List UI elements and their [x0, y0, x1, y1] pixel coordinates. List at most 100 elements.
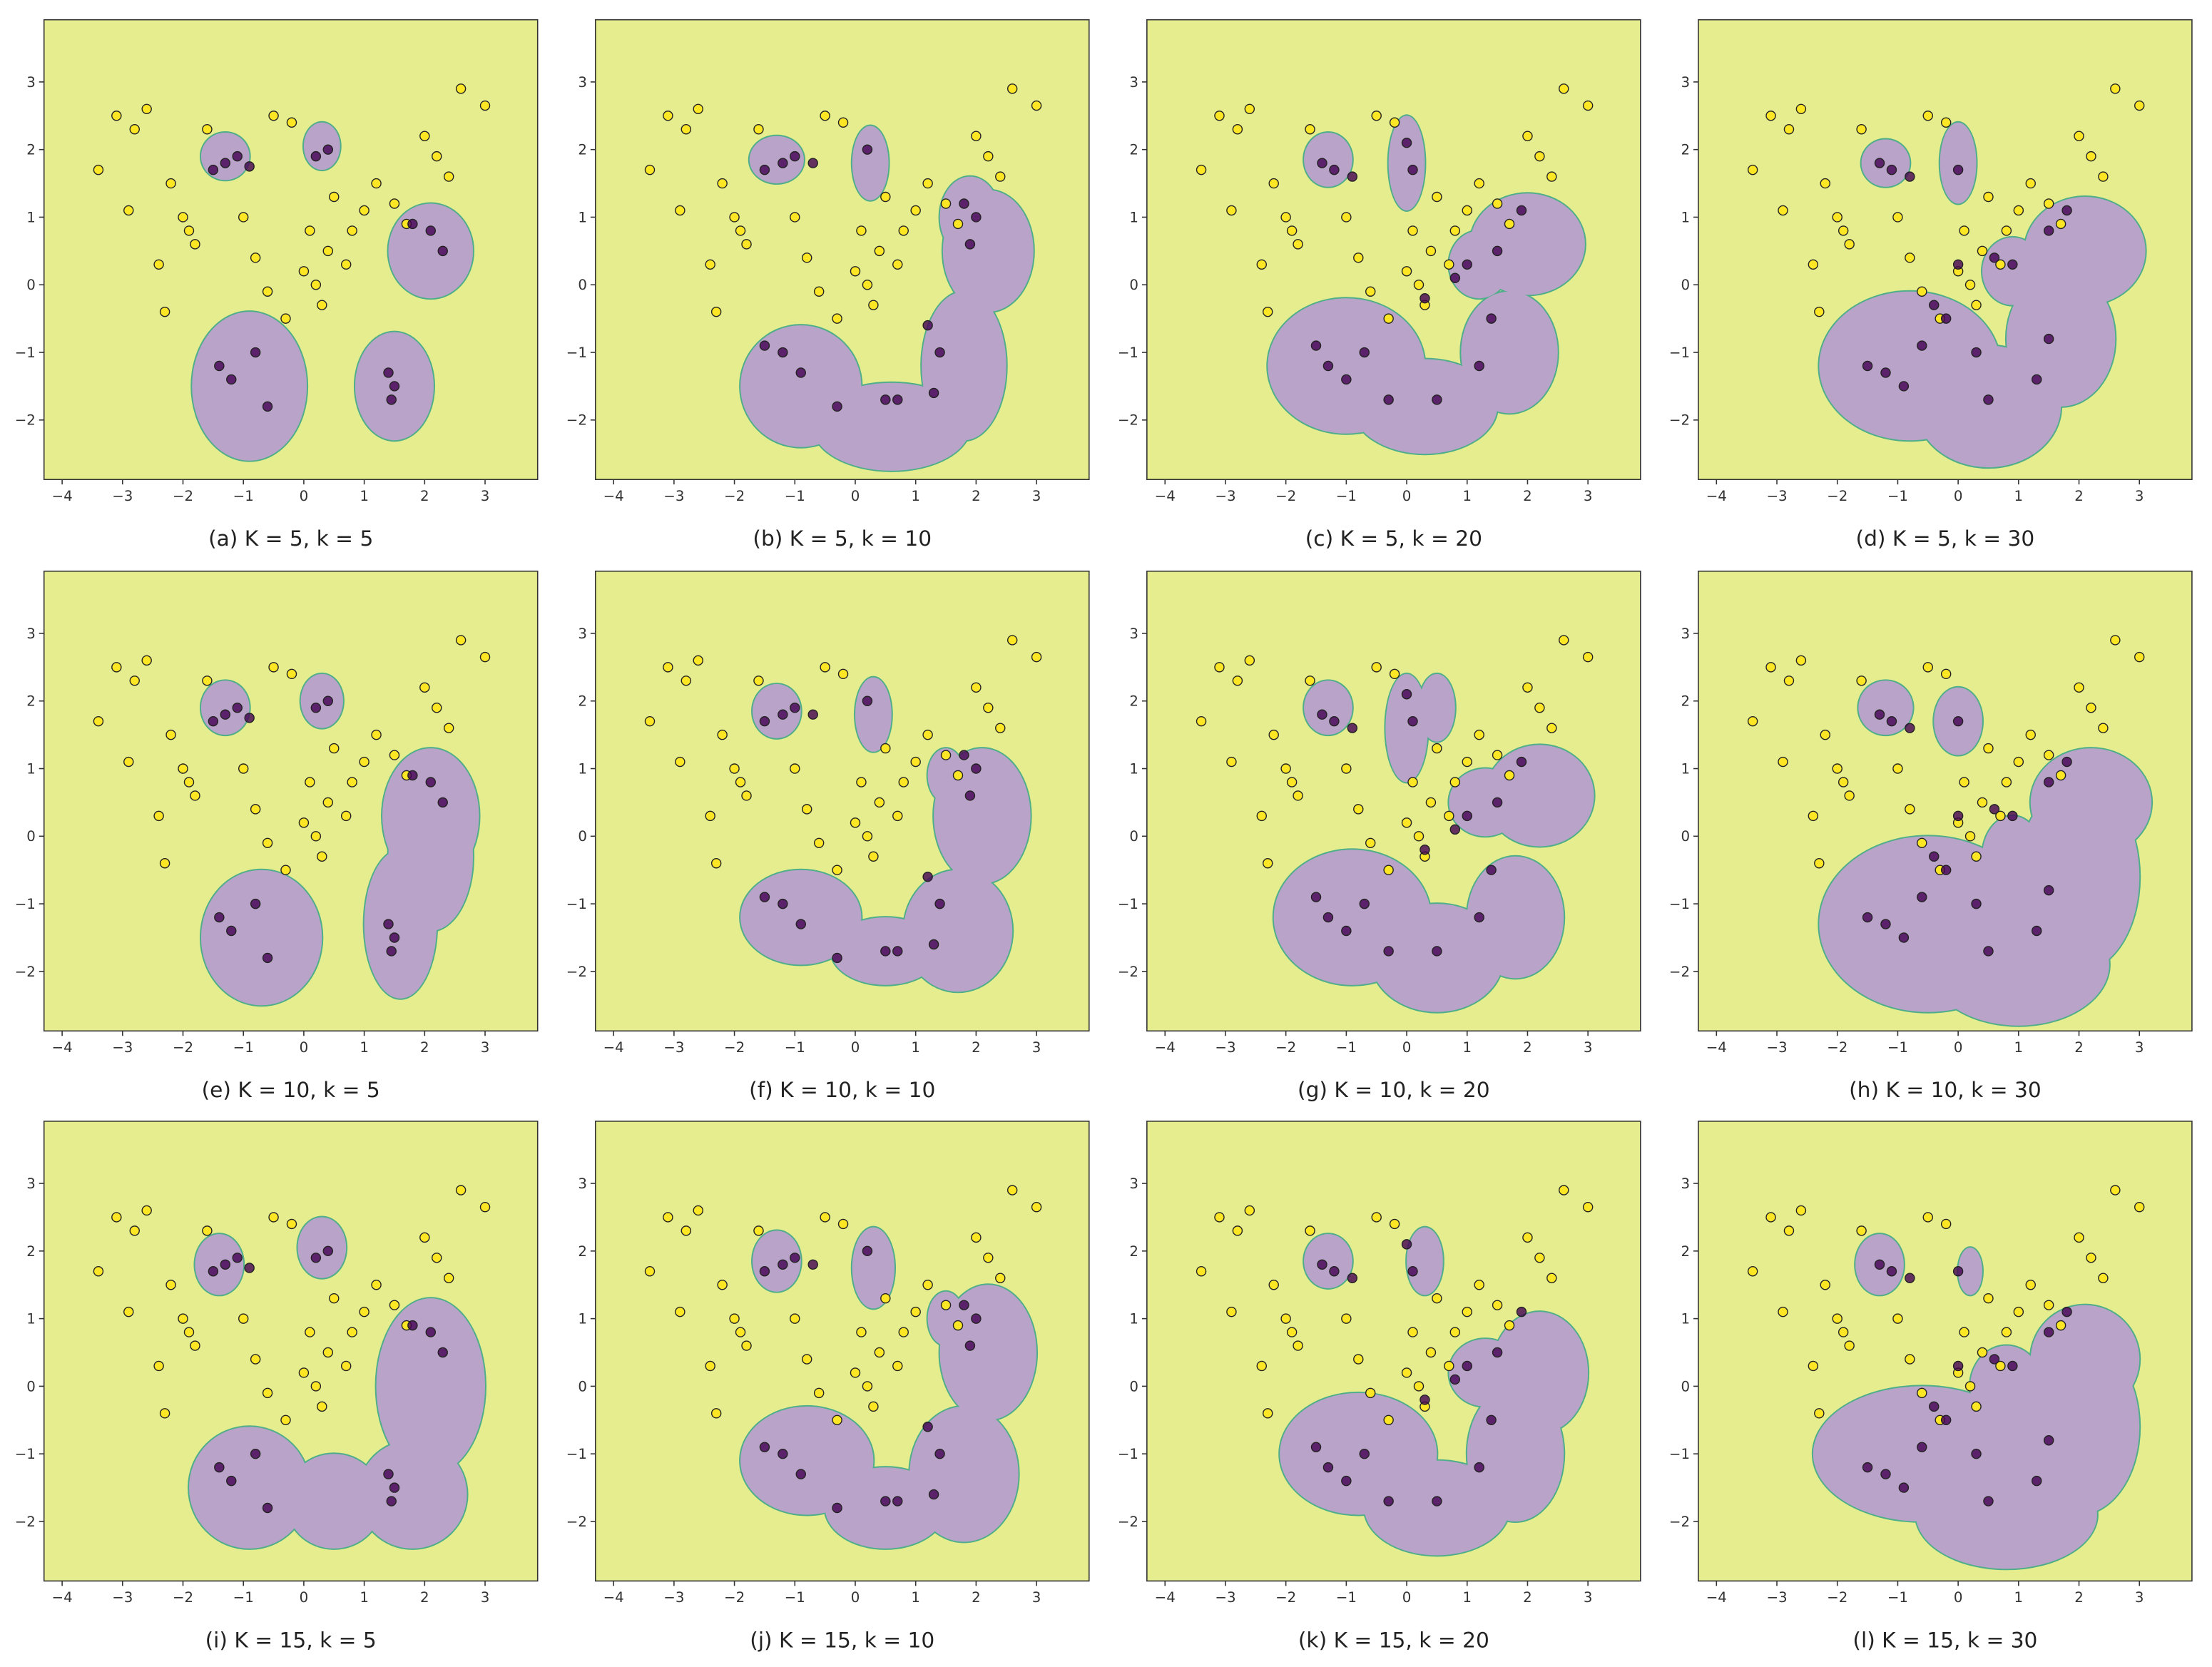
point — [432, 703, 442, 713]
y-tick-label: 3 — [578, 1176, 587, 1192]
y-tick-label: 1 — [578, 760, 587, 777]
point — [1486, 1414, 1497, 1426]
point — [1940, 865, 1952, 875]
region — [855, 677, 892, 752]
point — [280, 313, 291, 324]
x-tick-label: −2 — [1275, 1589, 1296, 1606]
point — [226, 925, 237, 937]
point — [238, 1313, 249, 1324]
point — [250, 898, 261, 909]
point — [1747, 715, 1758, 727]
y-tick-label: −1 — [566, 345, 587, 361]
point — [1929, 1401, 1940, 1412]
x-tick-label: 0 — [1954, 488, 1963, 504]
point — [983, 703, 994, 713]
point — [813, 286, 825, 297]
point — [1474, 912, 1484, 923]
point — [892, 1360, 903, 1372]
region — [2024, 197, 2146, 305]
point — [2134, 100, 2145, 111]
point — [832, 1502, 842, 1514]
point — [2043, 750, 2054, 760]
point — [1031, 100, 1042, 111]
point — [790, 703, 800, 713]
point — [479, 100, 491, 111]
y-tick-label: 3 — [26, 1176, 36, 1192]
point — [952, 218, 964, 230]
point — [693, 103, 703, 115]
point — [1329, 1266, 1340, 1277]
x-tick-label: −3 — [1766, 1589, 1787, 1606]
point — [880, 394, 891, 405]
point — [1226, 205, 1237, 216]
point — [1353, 253, 1364, 263]
y-tick-label: 0 — [1129, 277, 1138, 293]
point — [1425, 797, 1437, 808]
subplot: −4 −3 −2 −1 0 1 2 3 −2 −1 0 1 2 3 (g) K = 10, k = 20 — [1118, 570, 1641, 1102]
point — [1425, 1347, 1437, 1358]
regions — [188, 1215, 486, 1550]
point — [971, 131, 982, 141]
y-tick-label: 1 — [1681, 760, 1690, 777]
point — [1371, 111, 1382, 121]
point — [1898, 381, 1910, 392]
point — [729, 212, 740, 223]
y-tick-label: 1 — [26, 209, 36, 225]
y-tick-label: −1 — [566, 1446, 587, 1462]
point — [1286, 777, 1298, 787]
point — [1862, 360, 1873, 372]
point — [910, 1306, 921, 1317]
point — [1263, 1408, 1273, 1419]
point — [262, 286, 273, 297]
point — [1365, 1387, 1376, 1399]
region — [1304, 680, 1352, 735]
point — [1977, 797, 1988, 808]
x-tick-label: 2 — [972, 1589, 981, 1606]
point — [1401, 1367, 1412, 1378]
x-tick-label: 3 — [1032, 1039, 1041, 1056]
point — [129, 676, 140, 686]
caption: (a) K = 5, k = 5 — [208, 526, 373, 551]
plot-frame — [594, 1121, 1090, 1582]
plot-frame — [1146, 1121, 1641, 1582]
point — [1492, 1347, 1503, 1358]
point — [802, 1354, 812, 1365]
x-tick-label: 0 — [1402, 488, 1412, 504]
caption: (b) K = 5, k = 10 — [753, 526, 932, 551]
caption: (d) K = 5, k = 30 — [1856, 526, 2035, 551]
y-tick-label: −1 — [1118, 345, 1138, 361]
x-tick-label: 1 — [911, 1589, 920, 1606]
point — [1808, 810, 1819, 822]
point — [389, 750, 400, 760]
point — [790, 1313, 800, 1324]
subplot: −4 −3 −2 −1 0 1 2 3 −2 −1 0 1 2 3 (h) K = 10, k = 30 — [1669, 570, 2193, 1102]
point — [1832, 763, 1843, 774]
y-tick-label: −2 — [1669, 964, 1690, 980]
point — [807, 1259, 818, 1270]
point — [322, 695, 334, 706]
point — [995, 723, 1006, 733]
x-tick-label: −3 — [1215, 1589, 1235, 1606]
point — [1268, 729, 1279, 740]
point — [1814, 1408, 1825, 1419]
point — [2055, 770, 2066, 781]
region — [2030, 1305, 2140, 1414]
point — [862, 280, 873, 290]
subplot: −4 −3 −2 −1 0 1 2 3 −2 −1 0 1 2 3 (d) K = 5, k = 30 — [1669, 19, 2193, 551]
y-tick-label: 2 — [26, 142, 36, 158]
point — [244, 713, 255, 723]
point — [1964, 280, 1976, 290]
point — [389, 932, 400, 943]
point — [952, 1320, 964, 1331]
x-tick-label: 3 — [1032, 1589, 1041, 1606]
point — [183, 1327, 195, 1337]
point — [1922, 662, 1933, 673]
region — [927, 1291, 964, 1346]
point — [93, 715, 104, 727]
x-tick-label: 0 — [300, 488, 309, 504]
x-tick-label: 2 — [420, 1589, 429, 1606]
point — [1449, 1327, 1461, 1337]
point — [1880, 1469, 1891, 1479]
point — [123, 756, 134, 768]
y-tick-label: 2 — [1129, 1243, 1138, 1260]
